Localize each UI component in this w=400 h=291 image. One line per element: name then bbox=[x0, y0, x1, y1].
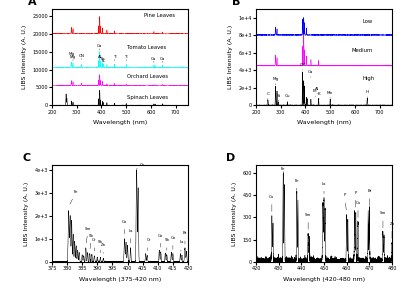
Text: CN: CN bbox=[78, 54, 84, 60]
Text: Spinach Leaves: Spinach Leaves bbox=[127, 95, 168, 100]
Text: B: B bbox=[232, 0, 240, 7]
Text: Fe: Fe bbox=[100, 56, 105, 61]
Text: H: H bbox=[366, 90, 369, 97]
Text: Zn: Zn bbox=[390, 222, 394, 238]
Text: Cu: Cu bbox=[269, 195, 274, 212]
Text: Br: Br bbox=[367, 189, 372, 206]
Text: Zn: Zn bbox=[101, 243, 106, 253]
Text: P: P bbox=[354, 191, 357, 207]
Text: Ca: Ca bbox=[308, 70, 313, 77]
Text: Medium: Medium bbox=[351, 48, 372, 53]
Text: Ti: Ti bbox=[124, 55, 128, 61]
Text: Cr: Cr bbox=[92, 238, 96, 251]
Text: Ca: Ca bbox=[151, 56, 156, 62]
Text: Sm: Sm bbox=[380, 211, 386, 228]
Text: Co: Co bbox=[170, 236, 176, 249]
Text: Sb: Sb bbox=[89, 234, 94, 249]
Text: Mg: Mg bbox=[272, 77, 278, 85]
Text: Ca: Ca bbox=[160, 56, 165, 62]
Text: La: La bbox=[180, 240, 184, 251]
Text: Ca: Ca bbox=[137, 164, 145, 169]
Text: Br: Br bbox=[183, 231, 187, 244]
X-axis label: Wavelength (420-480 nm): Wavelength (420-480 nm) bbox=[283, 277, 365, 282]
Y-axis label: LIBS Intensity (A. U.): LIBS Intensity (A. U.) bbox=[232, 182, 237, 246]
Text: K: K bbox=[318, 92, 320, 99]
Text: P: P bbox=[343, 194, 346, 210]
Text: Tomato Leaves: Tomato Leaves bbox=[127, 45, 166, 50]
Text: A: A bbox=[28, 0, 36, 7]
Text: CN: CN bbox=[300, 63, 306, 70]
Y-axis label: LIBS Intensity (A. U.): LIBS Intensity (A. U.) bbox=[228, 25, 233, 89]
Y-axis label: LIBS Intensity (A. U.): LIBS Intensity (A. U.) bbox=[24, 182, 29, 246]
Text: Sb: Sb bbox=[164, 238, 169, 250]
Text: Ti: Ti bbox=[113, 55, 116, 61]
X-axis label: Wavelength (nm): Wavelength (nm) bbox=[297, 120, 351, 125]
Text: Mg: Mg bbox=[70, 55, 76, 61]
Y-axis label: LIBS Intensity (A. U.): LIBS Intensity (A. U.) bbox=[22, 25, 27, 89]
Text: Al: Al bbox=[315, 86, 319, 94]
Text: Fe: Fe bbox=[70, 190, 78, 204]
Text: Co: Co bbox=[122, 220, 127, 234]
Text: High: High bbox=[362, 76, 374, 81]
Text: Low: Low bbox=[362, 19, 372, 24]
Text: La: La bbox=[128, 229, 133, 243]
Text: Sm: Sm bbox=[85, 227, 92, 243]
Text: La: La bbox=[322, 182, 326, 194]
Text: Al: Al bbox=[98, 55, 102, 59]
Text: C: C bbox=[266, 92, 269, 100]
Text: Cu: Cu bbox=[355, 201, 361, 217]
Text: Fe: Fe bbox=[313, 89, 318, 97]
Text: Si: Si bbox=[276, 94, 280, 101]
Text: Pine Leaves: Pine Leaves bbox=[144, 13, 176, 18]
X-axis label: Wavelength (nm): Wavelength (nm) bbox=[93, 120, 147, 125]
Text: Ca: Ca bbox=[97, 44, 102, 50]
Text: Sm: Sm bbox=[305, 213, 311, 229]
Text: Sb: Sb bbox=[98, 240, 103, 253]
Text: C: C bbox=[22, 153, 30, 163]
Text: Cr: Cr bbox=[146, 238, 151, 250]
Text: Cu: Cu bbox=[285, 95, 290, 102]
Text: Fe: Fe bbox=[281, 167, 285, 173]
Text: Co: Co bbox=[158, 234, 164, 247]
X-axis label: Wavelength (375-420 nm): Wavelength (375-420 nm) bbox=[79, 277, 161, 282]
Text: Orchard Leaves: Orchard Leaves bbox=[127, 74, 168, 79]
Text: K: K bbox=[102, 59, 104, 63]
Text: Mn: Mn bbox=[327, 91, 333, 98]
Text: D: D bbox=[226, 153, 235, 163]
Text: Fe: Fe bbox=[295, 179, 299, 191]
Text: Mg: Mg bbox=[68, 52, 74, 58]
